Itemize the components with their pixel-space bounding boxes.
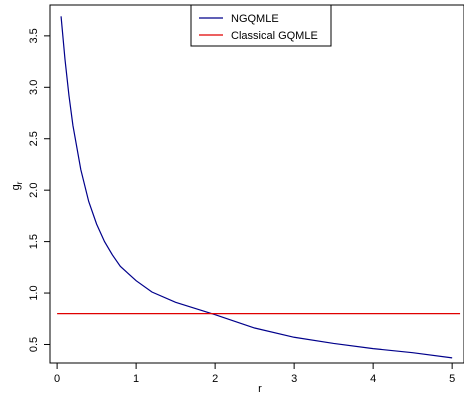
y-tick-label: 3.5 bbox=[28, 28, 40, 43]
x-tick-label: 0 bbox=[54, 373, 60, 385]
x-tick-label: 4 bbox=[370, 373, 376, 385]
y-axis-title-main: g bbox=[10, 184, 22, 190]
x-tick-label: 5 bbox=[449, 373, 455, 385]
series-line-ngqmle bbox=[60, 16, 453, 359]
x-tick-label: 2 bbox=[212, 373, 218, 385]
x-axis-title: r bbox=[258, 383, 262, 394]
y-tick-label: 3.0 bbox=[28, 80, 40, 95]
y-tick-label: 0.5 bbox=[28, 337, 40, 352]
legend-label-classical-gqmle: Classical GQMLE bbox=[231, 30, 318, 42]
x-tick-label: 1 bbox=[133, 373, 139, 385]
y-axis: 0.5 1.0 1.5 2.0 2.5 3.0 3.5 bbox=[28, 28, 50, 352]
y-tick-label: 1.0 bbox=[28, 285, 40, 300]
svg-text:gr: gr bbox=[10, 181, 24, 190]
series-layer bbox=[57, 16, 461, 359]
legend-box bbox=[190, 4, 332, 47]
legend-label-ngqmle: NGQMLE bbox=[231, 13, 279, 25]
y-tick-label: 2.0 bbox=[28, 183, 40, 198]
y-axis-title-subscript: r bbox=[15, 181, 24, 184]
y-tick-label: 2.5 bbox=[28, 131, 40, 146]
x-tick-label: 3 bbox=[291, 373, 297, 385]
y-tick-label: 1.5 bbox=[28, 234, 40, 249]
y-axis-title: gr bbox=[10, 181, 24, 190]
legend: NGQMLE Classical GQMLE bbox=[190, 4, 332, 47]
x-axis: 0 1 2 3 4 5 bbox=[54, 363, 455, 385]
